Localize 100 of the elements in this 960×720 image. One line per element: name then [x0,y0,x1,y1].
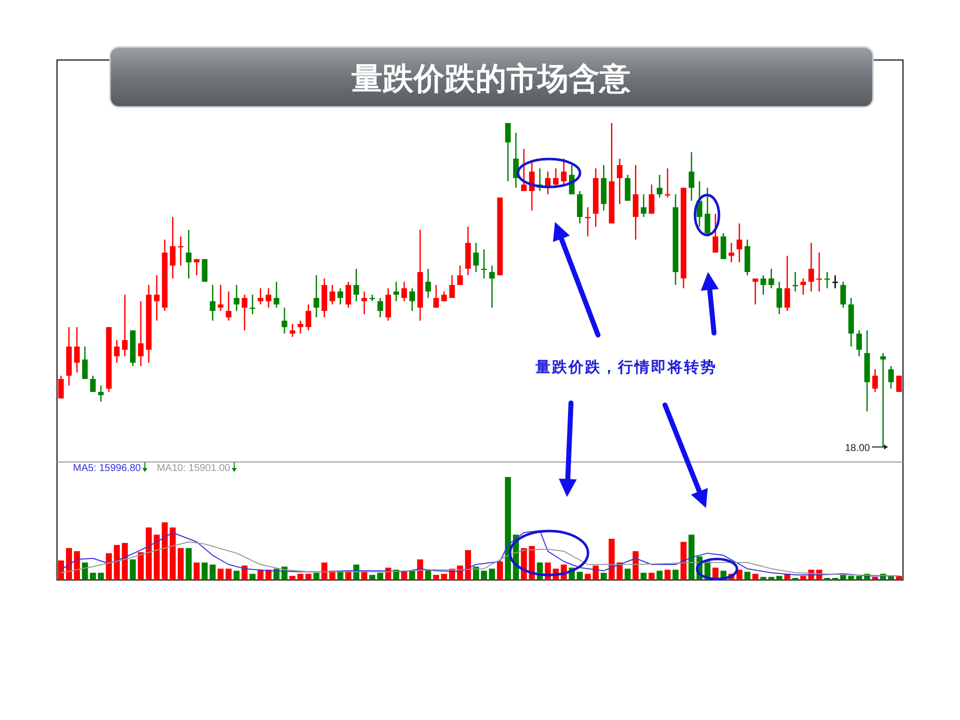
bar [130,559,136,580]
candlestick [114,339,120,364]
bar [776,576,782,580]
candlestick [98,384,104,402]
bar [768,576,774,580]
bar [202,562,208,580]
candlestick [561,158,567,186]
candlestick [808,242,814,292]
candlestick [194,258,200,276]
bar [242,566,248,580]
bar [425,570,432,580]
bar [473,566,480,580]
bar [170,527,176,580]
bar [680,542,687,580]
candlestick [377,297,384,318]
bar [393,570,400,580]
candlestick [872,368,878,393]
bar [504,477,511,580]
candlestick [489,264,495,308]
bar [218,568,224,580]
bar [752,574,758,580]
bar [194,562,200,580]
bar [106,553,112,580]
candlestick [218,284,224,312]
candlestick [712,213,718,254]
bar [664,570,671,580]
candlestick [720,232,726,260]
candlestick [58,375,64,400]
bar [744,572,750,580]
candlestick [656,174,662,198]
bar [856,576,862,580]
candlestick [82,346,88,380]
candlestick [353,268,360,302]
candlestick [856,330,862,357]
bar [122,542,128,580]
bar [600,572,607,580]
candlestick [330,284,336,306]
candlestick [178,236,184,266]
bar [608,538,615,580]
candlestick [138,300,144,367]
bar [736,570,742,580]
bar [210,564,216,580]
candlestick [521,148,527,192]
candlestick [202,258,208,282]
candlestick [282,307,288,334]
candlestick [896,375,902,393]
candlestick [457,264,463,286]
bar [82,562,88,580]
bar [640,572,647,580]
candlestick [210,284,216,322]
candlestick [800,278,806,296]
bar [441,574,448,580]
bar [98,572,104,580]
candlestick [306,304,312,332]
bar [234,570,240,580]
bar [289,576,296,580]
candlestick [361,290,368,315]
annotation: 18.00 [844,443,870,454]
candlestick [632,164,638,240]
candlestick [226,290,232,322]
candlestick [728,242,734,263]
bar [616,562,623,580]
bar [688,534,694,580]
bar [488,568,495,580]
candlestick [258,288,264,306]
candlestick [186,229,192,280]
bar [297,574,304,580]
candlestick [290,323,296,338]
candlestick [74,326,80,374]
bar [576,572,583,580]
bar [648,572,655,580]
bar [74,551,80,580]
bar [266,570,272,580]
candlestick [760,274,766,296]
candlestick [688,152,694,202]
candlestick [752,278,758,306]
bar [624,568,631,580]
bar [433,574,440,580]
bar [66,548,72,580]
candlestick [776,281,782,315]
bar [90,572,96,580]
bar [465,550,472,580]
chart-title: 量跌价跌的市场含意 [352,61,632,96]
candlestick [616,158,622,205]
bar [800,576,806,580]
candlestick [154,274,160,322]
candlestick [840,281,846,308]
legend: MA5: 15996.80 MA10: 15901.00 [73,462,237,474]
candlestick [298,320,304,334]
candlestick [696,180,702,228]
bar [840,574,846,580]
bar [114,544,120,580]
candlestick [768,268,774,289]
bar [672,570,679,580]
candlestick [624,174,630,202]
candlestick [505,122,511,182]
candlestick [449,274,455,299]
candlestick [170,216,176,280]
candlestick [433,284,439,308]
bar [760,576,766,580]
